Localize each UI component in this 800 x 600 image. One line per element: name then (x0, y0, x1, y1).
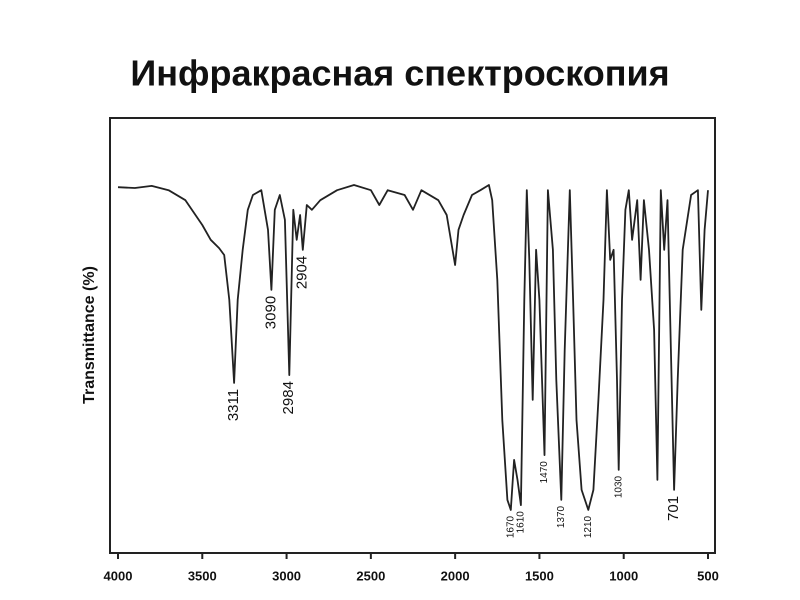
x-tick-label: 1000 (609, 568, 638, 583)
x-tick-label: 1500 (525, 568, 554, 583)
plot-frame (109, 117, 716, 554)
peak-label: 1370 (556, 505, 567, 528)
peak-label: 701 (665, 496, 682, 521)
chart-title: Инфракрасная спектроскопия (130, 53, 669, 94)
peak-label: 2904 (294, 256, 311, 289)
x-tick-label: 3000 (272, 568, 301, 583)
x-tick-label: 500 (697, 568, 719, 583)
x-tick-label: 4000 (104, 568, 133, 583)
peak-label: 1030 (613, 475, 624, 498)
peak-label: 2984 (280, 381, 297, 414)
x-tick-label: 3500 (188, 568, 217, 583)
x-tick-label: 2500 (356, 568, 385, 583)
peak-label: 1210 (583, 516, 594, 539)
peak-label: 3311 (225, 389, 242, 421)
x-tick-label: 2000 (441, 568, 470, 583)
spectrum-line (117, 184, 709, 511)
peak-label: 1670 (505, 516, 516, 539)
peak-label: 1610 (516, 511, 527, 534)
peak-label: 3090 (262, 296, 279, 329)
peak-label: 1470 (539, 461, 550, 484)
y-axis-label: Transmittance (%) (81, 266, 98, 404)
